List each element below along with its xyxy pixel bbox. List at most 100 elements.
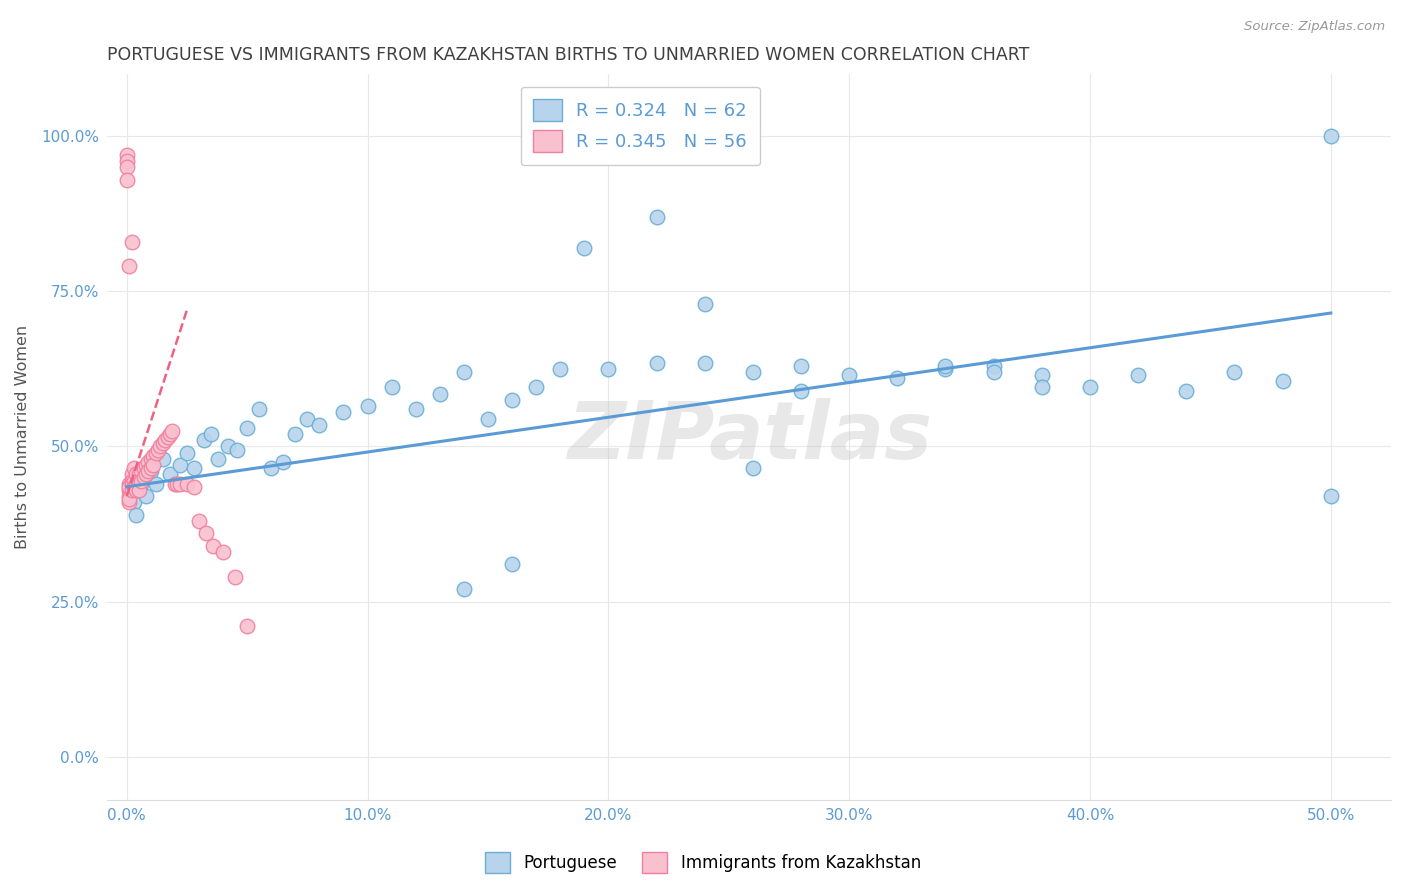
Point bbox=[152, 436, 174, 450]
Point bbox=[139, 461, 162, 475]
Point bbox=[129, 476, 152, 491]
Text: PORTUGUESE VS IMMIGRANTS FROM KAZAKHSTAN BIRTHS TO UNMARRIED WOMEN CORRELATION C: PORTUGUESE VS IMMIGRANTS FROM KAZAKHSTAN… bbox=[107, 46, 1029, 64]
Point bbox=[128, 476, 150, 491]
Point bbox=[115, 172, 138, 186]
Point bbox=[121, 480, 143, 494]
Point bbox=[405, 402, 427, 417]
Point bbox=[118, 492, 141, 507]
Point bbox=[183, 461, 205, 475]
Point bbox=[1031, 380, 1053, 394]
Text: Source: ZipAtlas.com: Source: ZipAtlas.com bbox=[1244, 20, 1385, 33]
Legend: R = 0.324   N = 62, R = 0.345   N = 56: R = 0.324 N = 62, R = 0.345 N = 56 bbox=[520, 87, 759, 165]
Point bbox=[598, 362, 620, 376]
Point bbox=[524, 380, 547, 394]
Point bbox=[121, 474, 143, 488]
Point bbox=[125, 476, 148, 491]
Point bbox=[741, 365, 763, 379]
Legend: Portuguese, Immigrants from Kazakhstan: Portuguese, Immigrants from Kazakhstan bbox=[478, 846, 928, 880]
Point bbox=[122, 461, 145, 475]
Point bbox=[169, 458, 191, 472]
Point bbox=[129, 474, 152, 488]
Point bbox=[308, 417, 330, 432]
Point bbox=[790, 384, 813, 398]
Point bbox=[217, 439, 239, 453]
Point bbox=[125, 508, 148, 522]
Point bbox=[152, 451, 174, 466]
Point bbox=[188, 514, 211, 528]
Point bbox=[1078, 380, 1101, 394]
Point bbox=[886, 371, 908, 385]
Point bbox=[146, 442, 169, 457]
Point bbox=[142, 449, 165, 463]
Point bbox=[138, 455, 160, 469]
Point bbox=[118, 476, 141, 491]
Point bbox=[149, 439, 172, 453]
Point bbox=[132, 461, 155, 475]
Point bbox=[790, 359, 813, 373]
Point bbox=[356, 399, 378, 413]
Point bbox=[207, 451, 229, 466]
Point bbox=[574, 241, 596, 255]
Point bbox=[1031, 368, 1053, 382]
Point bbox=[260, 461, 283, 475]
Point bbox=[183, 480, 205, 494]
Point bbox=[1271, 374, 1294, 388]
Point bbox=[1320, 489, 1343, 503]
Point bbox=[429, 386, 451, 401]
Point bbox=[128, 483, 150, 497]
Point bbox=[477, 411, 499, 425]
Point bbox=[118, 495, 141, 509]
Point bbox=[176, 476, 198, 491]
Point bbox=[645, 210, 668, 224]
Point bbox=[128, 483, 150, 497]
Point bbox=[983, 359, 1005, 373]
Point bbox=[129, 464, 152, 478]
Point bbox=[159, 427, 181, 442]
Point bbox=[838, 368, 860, 382]
Y-axis label: Births to Unmarried Women: Births to Unmarried Women bbox=[15, 325, 30, 549]
Point bbox=[381, 380, 404, 394]
Point bbox=[138, 464, 160, 478]
Point bbox=[122, 474, 145, 488]
Point bbox=[202, 539, 225, 553]
Point bbox=[193, 434, 215, 448]
Point bbox=[125, 467, 148, 482]
Point bbox=[548, 362, 571, 376]
Point bbox=[332, 405, 354, 419]
Point bbox=[741, 461, 763, 475]
Point bbox=[121, 467, 143, 482]
Point bbox=[162, 424, 184, 438]
Point bbox=[693, 296, 716, 310]
Point bbox=[121, 483, 143, 497]
Point bbox=[934, 359, 956, 373]
Point bbox=[200, 427, 222, 442]
Point bbox=[983, 365, 1005, 379]
Point bbox=[163, 476, 186, 491]
Point bbox=[1223, 365, 1246, 379]
Point bbox=[159, 467, 181, 482]
Point bbox=[195, 526, 218, 541]
Point bbox=[135, 489, 157, 503]
Point bbox=[139, 451, 162, 466]
Text: ZIPatlas: ZIPatlas bbox=[567, 398, 932, 476]
Point bbox=[118, 260, 141, 274]
Point bbox=[247, 402, 270, 417]
Point bbox=[115, 148, 138, 162]
Point bbox=[122, 495, 145, 509]
Point bbox=[934, 362, 956, 376]
Point bbox=[115, 160, 138, 174]
Point bbox=[155, 434, 177, 448]
Point bbox=[118, 489, 141, 503]
Point bbox=[121, 476, 143, 491]
Point bbox=[118, 483, 141, 497]
Point bbox=[115, 153, 138, 168]
Point bbox=[145, 445, 167, 459]
Point bbox=[236, 619, 259, 633]
Point bbox=[169, 476, 191, 491]
Point bbox=[132, 470, 155, 484]
Point bbox=[135, 458, 157, 472]
Point bbox=[226, 442, 249, 457]
Point bbox=[145, 476, 167, 491]
Point bbox=[135, 467, 157, 482]
Point bbox=[501, 392, 523, 407]
